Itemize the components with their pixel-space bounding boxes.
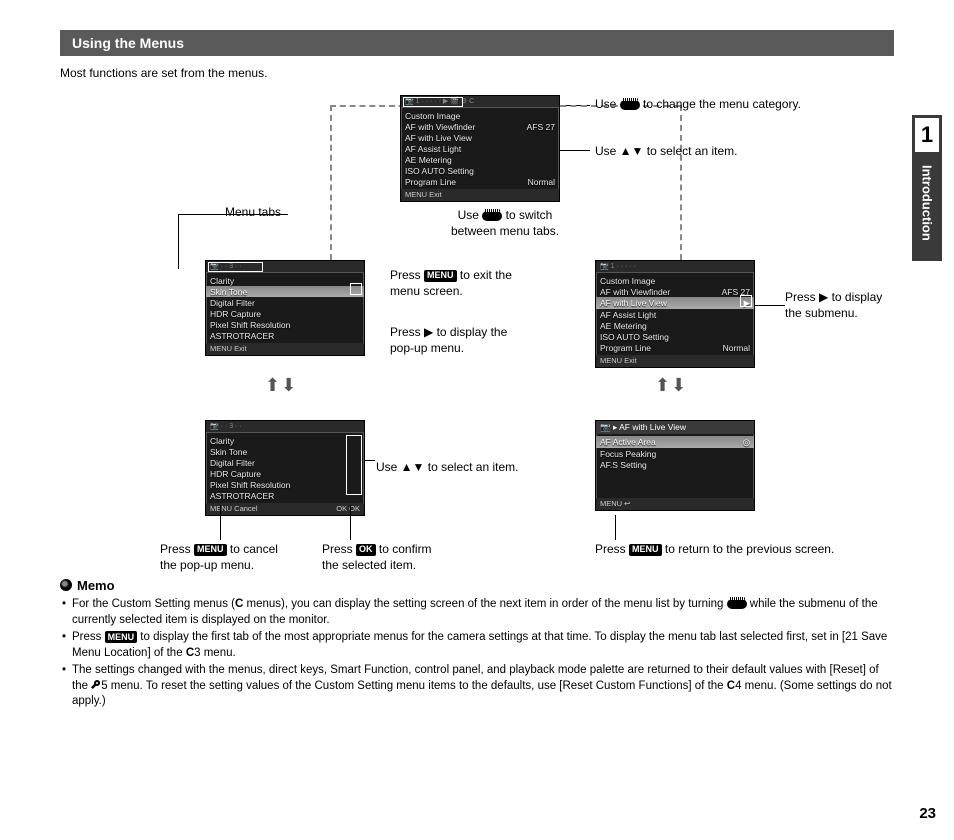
connector-line <box>220 505 221 540</box>
lcd-submenu-title: 📷 ▸ AF with Live View <box>596 421 754 434</box>
lcd-list: Custom Image AF with ViewfinderAFS 27 AF… <box>401 108 559 189</box>
connector-line <box>615 515 616 540</box>
lcd-list: Clarity Skin Tone Digital Filter HDR Cap… <box>206 273 364 343</box>
dial-icon <box>727 599 747 609</box>
callout-cancel-popup: Press MENU to cancelthe pop-up menu. <box>160 542 278 573</box>
wrench-icon <box>91 680 101 690</box>
menu-key-icon: MENU <box>194 544 227 556</box>
ok-key-icon: OK <box>356 544 376 556</box>
lcd-footer: MENU Exit <box>596 355 754 367</box>
menu-key-icon: MENU <box>424 270 457 282</box>
section-header: Using the Menus <box>60 30 894 56</box>
lcd-item-selected: AF with Live View▶ <box>596 297 754 309</box>
lcd-item: AE Metering <box>405 154 555 165</box>
lcd-item-selected: Skin Tone <box>206 286 364 297</box>
lcd-item: Focus Peaking <box>600 448 750 459</box>
lcd-list: Clarity Skin Tone Digital Filter HDR Cap… <box>206 433 364 503</box>
lcd-screen-submenu: 📷 ▸ AF with Live View AF Active Area◎ Fo… <box>595 420 755 511</box>
lcd-item: Pixel Shift Resolution <box>210 479 360 490</box>
connector-line <box>365 460 375 461</box>
intro-text: Most functions are set from the menus. <box>60 66 894 80</box>
callout-exit-menu: Press MENU to exit themenu screen. <box>390 268 512 299</box>
lcd-item: Digital Filter <box>210 457 360 468</box>
lcd-item: Program LineNormal <box>600 342 750 353</box>
lcd-item: Digital Filter <box>210 297 360 308</box>
connector-line <box>178 214 179 269</box>
lcd-item: AE Metering <box>600 320 750 331</box>
lcd-item: AF Assist Light <box>600 309 750 320</box>
lcd-item: AF.S Setting <box>600 459 750 470</box>
lcd-item: Custom Image <box>405 110 555 121</box>
dial-icon <box>620 100 640 110</box>
lcd-list: Custom Image AF with ViewfinderAFS 27 AF… <box>596 273 754 355</box>
callout-display-submenu: Press ▶ to displaythe submenu. <box>785 290 882 321</box>
lcd-screen-tabs: 📷 · · 3 · · Clarity Skin Tone Digital Fi… <box>205 260 365 356</box>
lcd-tabbar: 📷 1 · · · · · <box>596 261 754 273</box>
lcd-item: ASTROTRACER <box>210 330 360 341</box>
lcd-screen-selected: 📷 1 · · · · · Custom Image AF with Viewf… <box>595 260 755 368</box>
lcd-tabbar: 📷 · · 3 · · <box>206 261 364 273</box>
menu-key-icon: MENU <box>629 544 662 556</box>
lcd-item: HDR Capture <box>210 468 360 479</box>
page-number: 23 <box>919 805 936 822</box>
lcd-item: Skin Tone <box>210 446 360 457</box>
callout-select-item-2: Use ▲▼ to select an item. <box>376 460 518 476</box>
lcd-item: AF with Live View <box>405 132 555 143</box>
memo-list: For the Custom Setting menus (C menus), … <box>60 597 894 710</box>
memo-item: For the Custom Setting menus (C menus), … <box>60 597 894 628</box>
lcd-item: ISO AUTO Setting <box>600 331 750 342</box>
callout-confirm: Press OK to confirmthe selected item. <box>322 542 432 573</box>
lcd-screen-main: 📷 1 · · · · · ▶ 🎬 ⚙ C Custom Image AF wi… <box>400 95 560 202</box>
lcd-item: Clarity <box>210 275 360 286</box>
lcd-item-selected: AF Active Area◎ <box>596 436 754 448</box>
connector-line <box>560 150 590 151</box>
chapter-label: Introduction <box>920 155 935 251</box>
lcd-tabbar: 📷 1 · · · · · ▶ 🎬 ⚙ C <box>401 96 559 108</box>
menu-key-icon: MENU <box>105 631 138 643</box>
lcd-screen-popup: 📷 · · 3 · · Clarity Skin Tone Digital Fi… <box>205 420 365 516</box>
side-chapter-tab: 1 Introduction <box>912 115 942 261</box>
arrow-pair-icon: ⬆ ⬇ <box>655 375 684 396</box>
lcd-footer: MENU ↩ <box>596 498 754 510</box>
chapter-number: 1 <box>915 118 939 152</box>
lcd-item: Clarity <box>210 435 360 446</box>
lcd-item: Custom Image <box>600 275 750 286</box>
connector-line <box>350 505 351 540</box>
callout-change-category: Use to change the menu category. <box>595 97 801 113</box>
lcd-item: ASTROTRACER <box>210 490 360 501</box>
lcd-footer: MENU Exit <box>206 343 364 355</box>
callout-updown-select: Use ▲▼ to select an item. <box>595 144 737 160</box>
dial-icon <box>482 211 502 221</box>
lcd-item: Pixel Shift Resolution <box>210 319 360 330</box>
callout-display-popup: Press ▶ to display thepop-up menu. <box>390 325 507 356</box>
lcd-item: AF with ViewfinderAFS 27 <box>405 121 555 132</box>
memo-heading: Memo <box>60 578 894 593</box>
lcd-tabbar: 📷 · · 3 · · <box>206 421 364 433</box>
arrow-pair-icon: ⬆ ⬇ <box>265 375 294 396</box>
diagram-area: 📷 1 · · · · · ▶ 🎬 ⚙ C Custom Image AF wi… <box>60 90 894 570</box>
dashed-connector <box>330 105 332 270</box>
lcd-item: AF with ViewfinderAFS 27 <box>600 286 750 297</box>
lcd-item: Program LineNormal <box>405 176 555 187</box>
lcd-footer: MENU CancelOK OK <box>206 503 364 515</box>
dashed-connector <box>680 105 682 270</box>
memo-item: The settings changed with the menus, dir… <box>60 663 894 710</box>
lcd-footer: MENU Exit <box>401 189 559 201</box>
connector-line <box>755 305 785 306</box>
lcd-item: AF Assist Light <box>405 143 555 154</box>
callout-menu-tabs: Menu tabs <box>225 205 281 221</box>
memo-section: Memo For the Custom Setting menus (C men… <box>60 578 894 710</box>
callout-return-prev: Press MENU to return to the previous scr… <box>595 542 834 558</box>
lcd-item: ISO AUTO Setting <box>405 165 555 176</box>
lcd-item: HDR Capture <box>210 308 360 319</box>
memo-item: Press MENU to display the first tab of t… <box>60 630 894 661</box>
lcd-list: AF Active Area◎ Focus Peaking AF.S Setti… <box>596 434 754 498</box>
callout-switch-tabs: Use to switchbetween menu tabs. <box>425 208 585 239</box>
